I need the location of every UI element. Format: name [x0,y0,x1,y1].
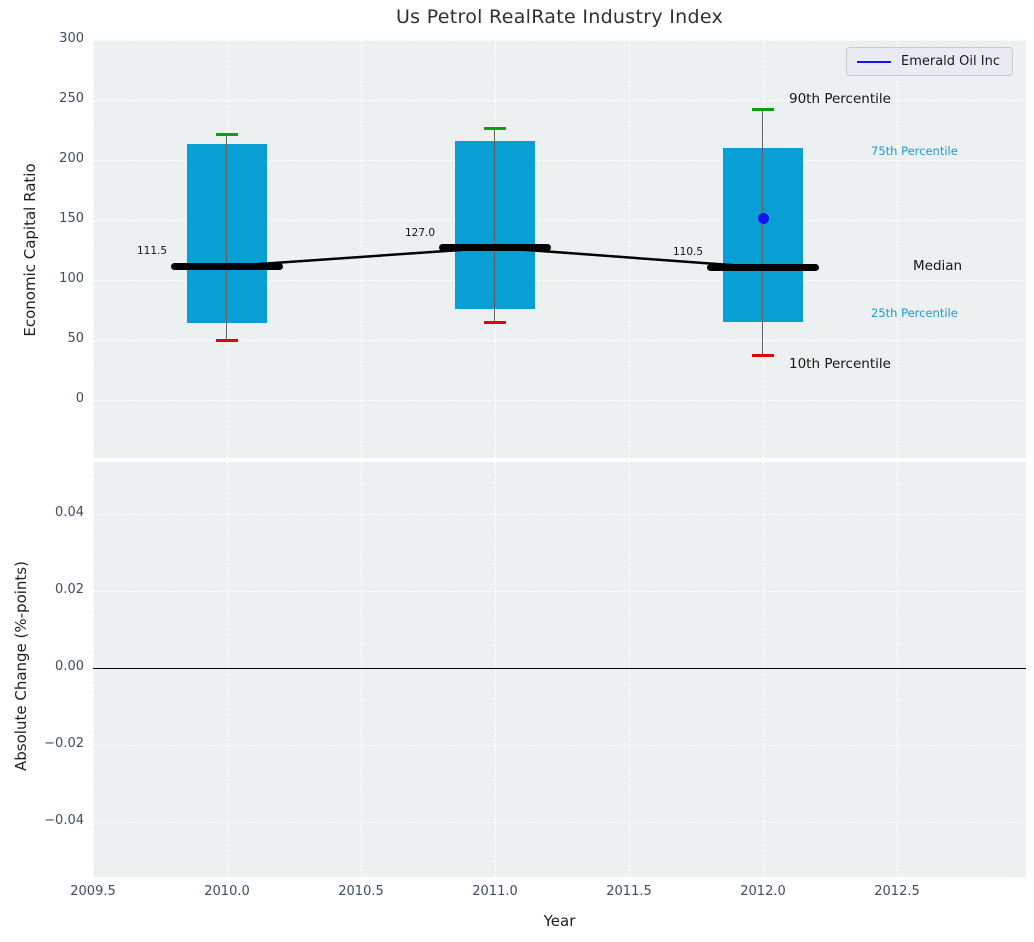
p10-cap-2010 [216,338,238,342]
median-value-label: 111.5 [136,245,168,258]
gridline [93,160,1026,161]
y-tick-label: 100 [59,271,84,286]
gridline [93,40,94,458]
median-segment-2012 [707,263,819,271]
company-point [757,213,769,225]
median-value-label: 110.5 [672,246,704,259]
annotation-75th-percentile: 75th Percentile [871,144,958,158]
y-tick-label: 50 [67,331,84,346]
legend-line-swatch [857,60,891,63]
annotation-90th-percentile: 90th Percentile [789,91,891,107]
x-tick-label: 2011.0 [472,884,518,899]
median-segment-2010 [171,262,283,270]
p10-cap-2011 [484,320,506,324]
x-axis-label: Year [543,912,576,930]
gridline [361,462,362,877]
legend: Emerald Oil Inc [846,47,1013,76]
x-tick-label: 2010.5 [338,884,384,899]
bottom-y-axis-label: Absolute Change (%-points) [12,561,30,771]
whisker-2011 [494,128,496,322]
gridline [93,100,1026,101]
gridline [93,400,1026,401]
p90-cap-2012 [752,108,774,112]
y-tick-label: 150 [59,211,84,226]
gridline [227,462,228,877]
x-tick-label: 2012.0 [740,884,786,899]
gridline [629,40,630,458]
bottom-axes [93,462,1026,877]
p90-cap-2011 [484,127,506,131]
y-tick-label: 0.00 [55,659,84,674]
chart-title: Us Petrol RealRate Industry Index [395,6,724,28]
gridline [897,462,898,877]
gridline [93,591,1026,592]
median-segment-2011 [439,244,551,252]
y-tick-label: 200 [59,151,84,166]
y-tick-label: 0.04 [55,505,84,520]
x-tick-label: 2009.5 [70,884,116,899]
median-value-label: 127.0 [404,226,436,239]
p90-cap-2010 [216,133,238,137]
gridline [93,745,1026,746]
y-tick-label: −0.02 [44,736,84,751]
gridline [93,340,1026,341]
gridline [93,280,1026,281]
gridline [93,822,1026,823]
legend-label: Emerald Oil Inc [901,54,1000,69]
zero-reference-line [93,668,1026,669]
top-y-axis-label: Economic Capital Ratio [21,163,39,337]
y-tick-label: 0.02 [55,582,84,597]
gridline [897,40,898,458]
whisker-2012 [762,109,764,355]
y-tick-label: −0.04 [44,813,84,828]
x-tick-label: 2010.0 [204,884,250,899]
top-axes: 111.5 127.0 110.5 90th Percentile 75th Perce… [93,40,1026,458]
gridline [93,220,1026,221]
gridline [361,40,362,458]
annotation-10th-percentile: 10th Percentile [789,356,891,372]
annotation-median: Median [913,258,963,274]
gridline [93,40,1026,41]
gridline [763,462,764,877]
x-tick-label: 2011.5 [606,884,652,899]
y-tick-label: 300 [59,31,84,46]
p10-cap-2012 [752,353,774,357]
gridline [495,462,496,877]
gridline [93,514,1026,515]
gridline [629,462,630,877]
whisker-2010 [226,134,228,340]
y-tick-label: 0 [75,391,84,406]
gridline [93,462,94,877]
annotation-25th-percentile: 25th Percentile [871,306,958,320]
y-tick-label: 250 [59,91,84,106]
x-tick-label: 2012.5 [874,884,920,899]
